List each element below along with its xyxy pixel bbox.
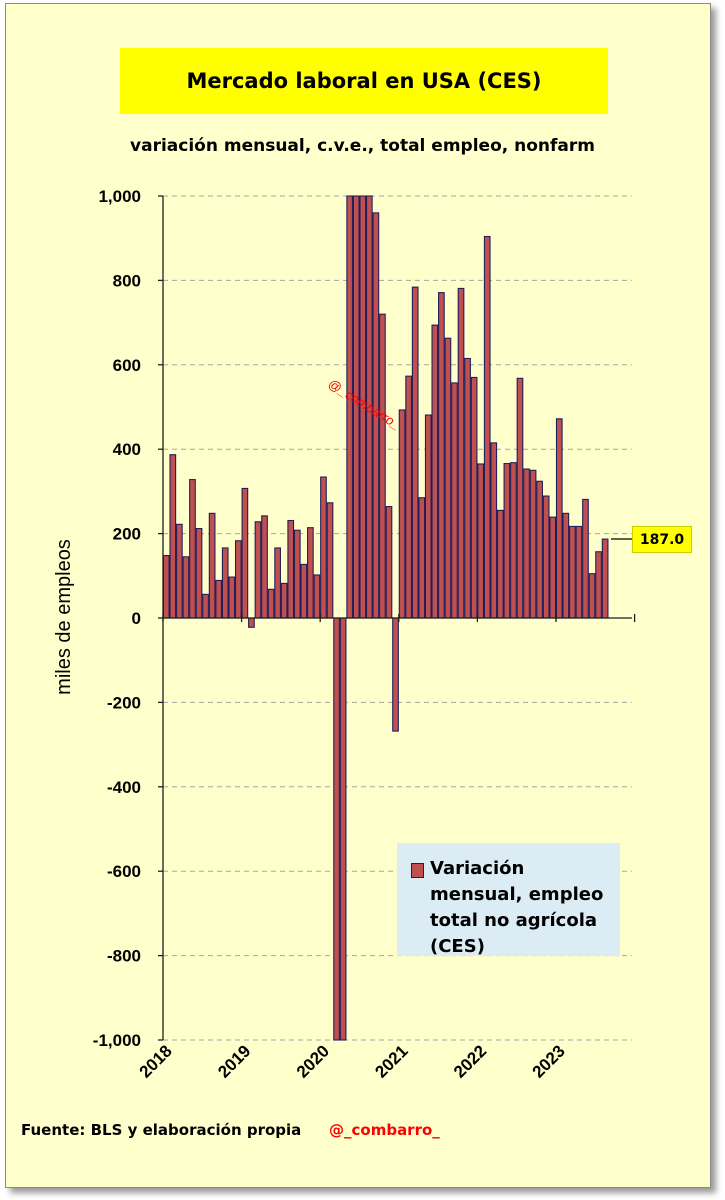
bar <box>477 463 485 619</box>
y-tick-label: -400 <box>107 778 141 797</box>
x-tick-label: 2020 <box>293 1041 333 1081</box>
bar <box>490 442 498 619</box>
bar <box>313 574 321 619</box>
y-tick-label: 1,000 <box>98 187 141 206</box>
bar <box>254 521 262 619</box>
bar <box>510 462 517 619</box>
bar <box>346 195 354 619</box>
x-tick-label: 2019 <box>214 1041 254 1081</box>
bar <box>339 617 347 1041</box>
bar <box>208 512 216 619</box>
y-tick-label: -1,000 <box>93 1031 141 1050</box>
bar <box>483 235 491 619</box>
bar <box>418 497 426 619</box>
x-tick-label: 2023 <box>529 1041 569 1081</box>
bar <box>280 582 288 619</box>
chart-title: Mercado laboral en USA (CES) <box>120 48 608 114</box>
bar <box>595 551 602 619</box>
bar <box>588 573 596 619</box>
bar <box>267 588 275 619</box>
source-note: Fuente: BLS y elaboración propia <box>21 1121 302 1139</box>
bar <box>241 487 249 619</box>
bar <box>169 454 177 619</box>
y-tick-label: 0 <box>132 609 141 628</box>
y-tick-labels: 1,000 800 600 400 200 0 -200 -400 -600 -800 -1,000 <box>93 187 141 1050</box>
y-axis-label: miles de empleos <box>53 539 75 695</box>
bar <box>582 498 589 619</box>
x-tick-labels: 2018 2019 2020 2021 2022 2023 <box>136 1041 569 1081</box>
bar <box>287 519 295 619</box>
x-tick-label: 2021 <box>371 1041 411 1081</box>
bar <box>293 529 301 619</box>
bar <box>392 617 399 732</box>
bar <box>176 523 183 619</box>
bar <box>451 382 458 619</box>
bar <box>601 538 609 619</box>
y-tick-label: 400 <box>113 440 141 459</box>
bar <box>438 292 445 619</box>
bar <box>496 509 504 619</box>
legend-swatch <box>411 863 424 878</box>
axes <box>158 195 636 1041</box>
bar <box>464 357 471 619</box>
bar <box>549 516 557 619</box>
bar <box>307 527 314 619</box>
y-tick-label: -600 <box>107 862 141 881</box>
bar <box>385 506 393 619</box>
bar <box>221 547 229 619</box>
bar <box>575 525 583 619</box>
bar <box>320 476 327 619</box>
y-tick-label: 200 <box>113 525 141 544</box>
x-tick-label: 2022 <box>450 1041 490 1081</box>
y-tick-label: 600 <box>113 356 141 375</box>
bar <box>195 527 203 619</box>
chart-subtitle: variación mensual, c.v.e., total empleo,… <box>130 136 595 156</box>
bar <box>424 414 432 619</box>
bar <box>444 337 452 619</box>
bar <box>470 376 478 619</box>
bar <box>555 418 563 619</box>
bar <box>405 375 412 619</box>
bar <box>300 563 308 619</box>
bar <box>379 313 386 619</box>
legend-label: Variación mensual, empleo total no agríc… <box>430 858 604 957</box>
bar <box>215 579 223 619</box>
bar <box>411 286 419 619</box>
bar <box>398 409 406 619</box>
bar <box>274 547 281 619</box>
bar <box>536 480 543 619</box>
bar <box>248 617 255 628</box>
y-tick-label: -800 <box>107 947 141 966</box>
bar <box>162 554 170 619</box>
bar <box>523 468 530 619</box>
bar <box>529 469 537 619</box>
bar <box>569 525 576 619</box>
bar <box>542 495 550 619</box>
bar <box>333 617 340 1041</box>
bar <box>228 576 236 619</box>
bar <box>503 462 511 619</box>
author-handle: @_combarro_ <box>329 1121 440 1139</box>
bar <box>326 502 334 619</box>
bar <box>182 556 190 619</box>
legend: Variación mensual, empleo total no agríc… <box>397 843 620 957</box>
bar <box>516 377 524 619</box>
y-tick-label: -200 <box>107 693 141 712</box>
x-tick-label: 2018 <box>136 1041 176 1081</box>
bar <box>431 324 439 619</box>
bar <box>189 479 196 619</box>
bar <box>202 593 209 619</box>
bar <box>234 540 242 619</box>
last-value-label: 187.0 <box>632 526 692 553</box>
bar <box>457 287 465 619</box>
y-tick-label: 800 <box>113 271 141 290</box>
bar <box>562 512 570 619</box>
bar <box>261 515 268 619</box>
